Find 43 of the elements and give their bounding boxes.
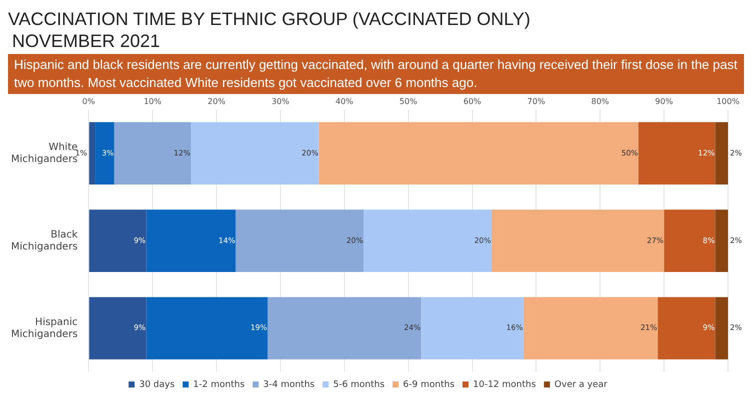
bar xyxy=(715,297,728,360)
chart-title: VACCINATION TIME BY ETHNIC GROUP (VACCINATED ONLY) NOVEMBER 2021 xyxy=(8,8,532,52)
bar xyxy=(523,297,658,360)
x-tick-label: 60% xyxy=(463,96,482,106)
bar xyxy=(421,297,524,360)
legend-label: 30 days xyxy=(139,380,175,390)
bar xyxy=(715,210,728,272)
legend-label: 10-12 months xyxy=(473,380,536,390)
chart-subtitle: Hispanic and black residents are currently getting vaccinated, with around a quarter having received their first dose in the past two months. Most vaccinated White residents got vaccinated over 6 months ago. xyxy=(8,54,744,94)
bar xyxy=(146,297,268,360)
bar xyxy=(715,122,728,184)
x-tick-label: 0% xyxy=(82,96,96,106)
x-tick-label: 30% xyxy=(272,96,290,106)
x-tick-label: 80% xyxy=(591,96,610,106)
bar xyxy=(318,122,638,184)
y-tick-label: Black Michiganders xyxy=(11,229,78,252)
bar xyxy=(89,210,146,272)
legend-label: 6-9 months xyxy=(403,380,455,390)
bar xyxy=(491,210,664,272)
bar xyxy=(89,297,146,360)
x-tick-label: 10% xyxy=(144,96,162,106)
x-tick-label: 100% xyxy=(716,96,740,106)
legend-label: Over a year xyxy=(554,380,608,390)
bar xyxy=(89,122,96,184)
x-tick-label: 70% xyxy=(527,96,546,106)
legend-label: 1-2 months xyxy=(193,380,245,390)
bar xyxy=(146,210,236,272)
x-tick-label: 90% xyxy=(655,96,674,106)
legend-label: 5-6 months xyxy=(333,380,385,390)
bar xyxy=(190,122,319,184)
bar xyxy=(268,297,422,360)
x-tick-label: 50% xyxy=(399,96,418,106)
bar xyxy=(638,122,716,184)
legend-label: 3-4 months xyxy=(263,380,315,390)
y-tick-label: Hispanic Michiganders xyxy=(11,316,78,340)
x-tick-label: 40% xyxy=(336,96,354,106)
bar xyxy=(114,122,191,184)
bar xyxy=(664,210,716,272)
bar xyxy=(658,297,716,360)
bar xyxy=(95,122,114,184)
bar xyxy=(364,210,492,272)
bar xyxy=(236,210,364,272)
x-tick-label: 20% xyxy=(208,96,226,106)
